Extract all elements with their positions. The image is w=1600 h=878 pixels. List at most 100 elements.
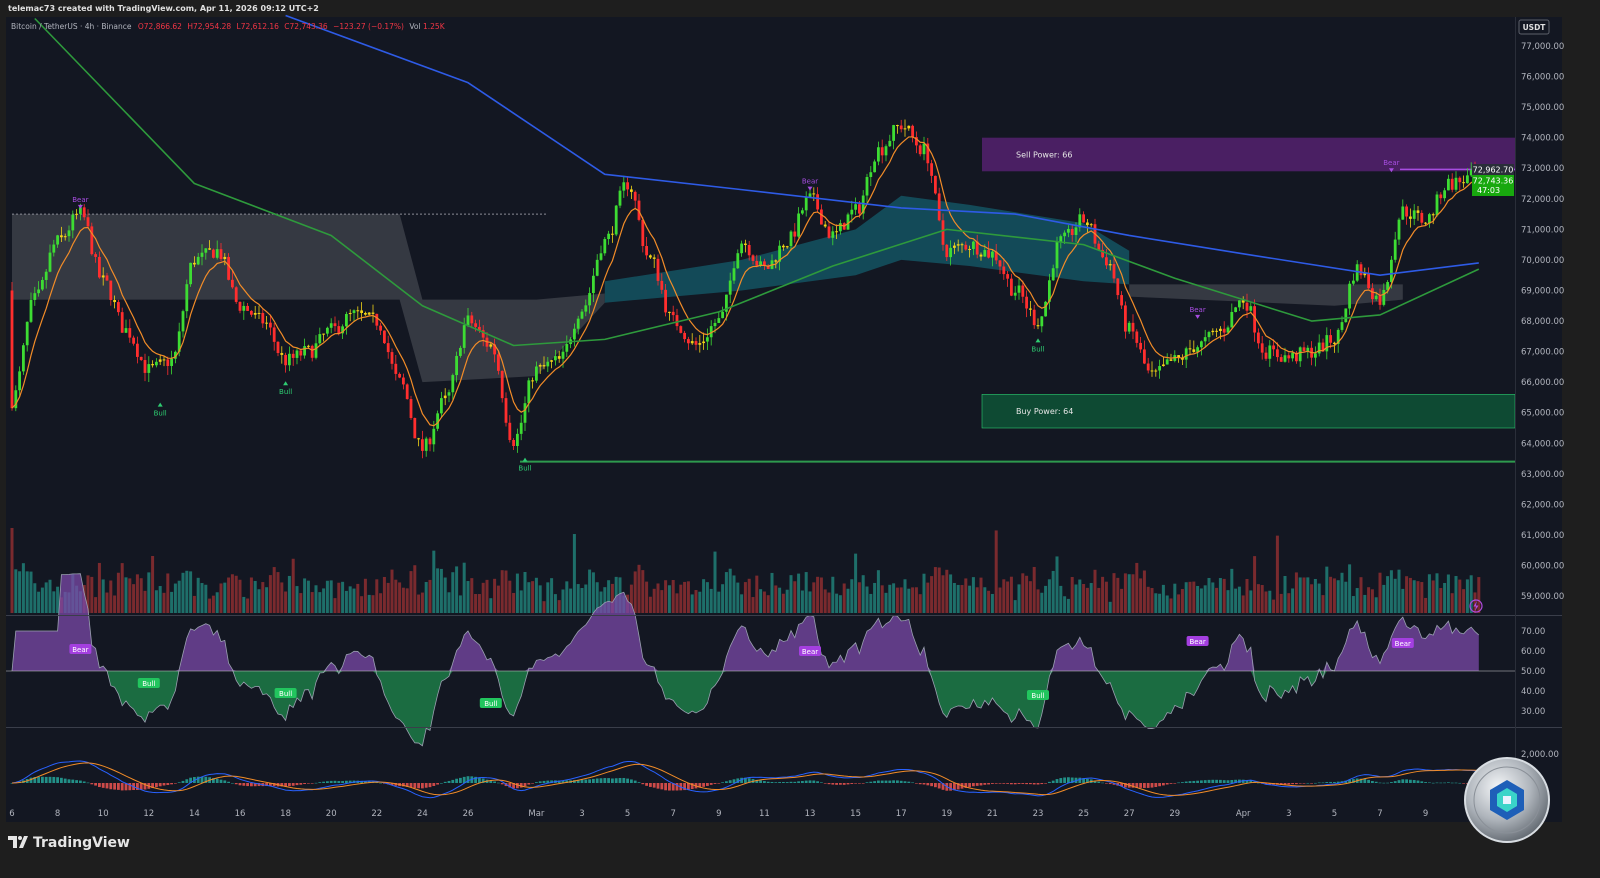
volume-bar — [759, 589, 763, 613]
macd-histogram-bar — [242, 783, 246, 786]
candle-body — [48, 252, 52, 272]
volume-bar — [432, 550, 436, 613]
bull-label: Bull — [518, 465, 531, 473]
macd-histogram-bar — [861, 783, 865, 784]
candle-body — [1344, 308, 1348, 323]
macd-histogram-bar — [652, 783, 656, 788]
macd-histogram-bar — [573, 780, 576, 783]
volume-bar — [428, 579, 432, 613]
candle-body — [196, 256, 200, 265]
candle-body — [1317, 342, 1321, 354]
candle-body — [1006, 274, 1009, 279]
rsi-bull-label: Bull — [279, 690, 292, 698]
bull-label: Bull — [154, 410, 167, 418]
lightning-icon[interactable] — [1469, 599, 1483, 613]
candle-body — [854, 204, 857, 210]
volume-bar — [656, 583, 660, 613]
candle-body — [1127, 322, 1131, 332]
candle-body — [542, 365, 546, 367]
candle-body — [1120, 295, 1123, 306]
brand-name: TradingView — [33, 835, 130, 851]
macd-histogram-bar — [322, 781, 325, 783]
volume-bar — [447, 592, 451, 613]
candle-body — [736, 253, 740, 269]
candle-body — [44, 271, 48, 280]
volume-bar — [128, 578, 132, 613]
candle-body — [223, 256, 227, 259]
macd-histogram-bar — [1219, 779, 1222, 783]
volume-bar — [1302, 577, 1306, 613]
macd-histogram-bar — [516, 783, 519, 789]
macd-histogram-bar — [618, 777, 622, 783]
candle-body — [934, 175, 937, 194]
prev-price-tag: 72,962.70 — [1472, 164, 1514, 175]
volume-bar — [667, 585, 671, 613]
macd-histogram-bar — [1367, 779, 1370, 783]
volume-bar — [477, 594, 481, 613]
macd-histogram-bar — [918, 783, 922, 785]
candle-body — [166, 359, 170, 366]
currency-label: USDT — [1523, 23, 1547, 32]
currency-button[interactable]: USDT — [1518, 19, 1550, 35]
volume-bar — [394, 579, 398, 613]
macd-histogram-bar — [592, 778, 595, 783]
volume-bar — [1097, 587, 1101, 613]
bull-triangle-icon — [1035, 338, 1041, 343]
volume-bar — [1424, 597, 1428, 613]
price-axis[interactable]: 77,000.00 76,000.00 75,000.00 74,000.00 73,0… — [1521, 42, 1564, 789]
volume-bar — [785, 589, 789, 613]
candle-body — [405, 384, 409, 400]
volume-bar — [105, 592, 109, 613]
candle-body — [432, 428, 436, 445]
volume-bar — [367, 594, 371, 613]
macd-histogram-bar — [265, 783, 268, 786]
volume-bar — [139, 578, 143, 613]
volume-bar — [778, 587, 782, 613]
volume-bar — [861, 575, 865, 613]
candle-body — [394, 363, 398, 374]
bull-triangle-icon — [283, 381, 289, 386]
volume-bar — [238, 579, 242, 613]
macd-histogram-bar — [497, 782, 500, 784]
macd-histogram-bar — [139, 783, 143, 790]
candle-body — [428, 438, 432, 445]
candle-body — [732, 268, 736, 281]
volume-bar — [1275, 535, 1279, 613]
macd-histogram-bar — [641, 783, 645, 785]
time-axis[interactable]: 6 8 10 12 14 16 18 20 22 24 26 Mar 3 5 7 9 11 13 15 17 19 21 2… — [9, 809, 1428, 819]
rsi-tick: 60.00 — [1521, 647, 1545, 657]
candle-body — [1321, 342, 1325, 352]
macd-histogram-bar — [333, 780, 337, 783]
volume-bar — [709, 588, 713, 613]
candle-body — [1131, 322, 1135, 332]
macd-histogram-bar — [284, 783, 287, 787]
macd-histogram-bar — [633, 780, 637, 783]
volume-bar — [671, 580, 675, 613]
candle-body — [725, 294, 728, 312]
macd-histogram-bar — [326, 781, 329, 783]
macd-histogram-bar — [166, 783, 170, 786]
volume-bar — [1408, 577, 1412, 613]
candle-body — [508, 422, 512, 440]
volume-bar — [869, 593, 873, 613]
candle-body — [155, 361, 158, 366]
macd-histogram-bar — [865, 782, 869, 783]
volume-bar — [1420, 582, 1424, 613]
candle-body — [580, 311, 584, 319]
candle-body — [1287, 355, 1291, 359]
volume-bar — [740, 594, 744, 613]
volume-bar — [276, 572, 280, 613]
tradingview-logo[interactable]: TradingView — [8, 835, 130, 851]
time-tick: 29 — [1169, 809, 1180, 819]
rsi-above-area — [12, 573, 1479, 671]
macd-histogram-bar — [1462, 783, 1465, 784]
candle-body — [1219, 328, 1222, 332]
volume-bar — [831, 576, 835, 613]
candle-body — [288, 353, 291, 366]
candle-body — [1405, 206, 1408, 217]
volume-bar — [610, 583, 614, 613]
volume-bar — [390, 569, 394, 613]
bar-countdown: 47:03 — [1477, 186, 1500, 195]
macd-histogram-bar — [101, 783, 105, 788]
